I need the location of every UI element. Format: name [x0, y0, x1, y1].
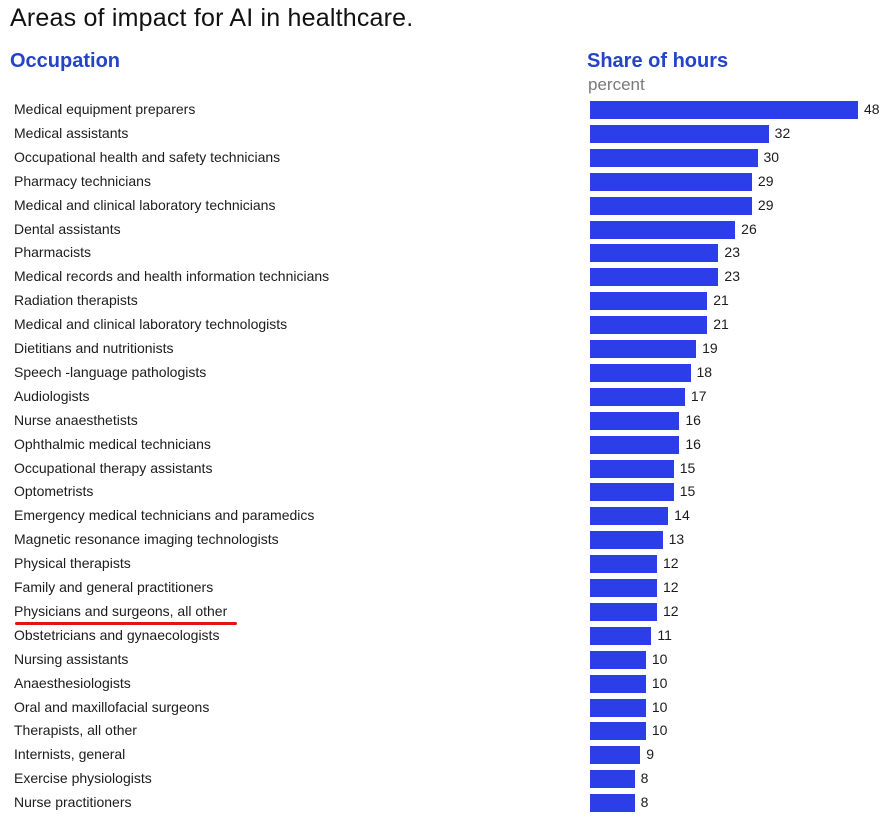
- bar: [590, 387, 685, 406]
- bar: [590, 411, 680, 430]
- unit-label: percent: [588, 75, 645, 94]
- value-label: 12: [663, 579, 679, 595]
- value-label: 17: [690, 387, 707, 404]
- value-label: 16: [685, 411, 701, 428]
- category-label: Occupational health and safety technicia…: [14, 148, 281, 165]
- category-label: Occupational therapy assistants: [14, 459, 213, 476]
- occupation-header: Occupation: [10, 50, 121, 72]
- category-label: Ophthalmic medical technicians: [14, 435, 211, 452]
- category-label: Medical equipment preparers: [14, 101, 196, 117]
- value-label: 48: [864, 101, 880, 117]
- value-label: 16: [685, 435, 701, 452]
- bar: [590, 316, 708, 335]
- category-label: Dietitians and nutritionists: [14, 340, 174, 356]
- category-label: Magnetic resonance imaging technologists: [14, 531, 279, 548]
- bar: [590, 363, 691, 382]
- value-label: 13: [668, 531, 685, 548]
- value-label: 10: [651, 698, 668, 715]
- value-label: 10: [651, 650, 668, 667]
- bar: [590, 124, 769, 143]
- category-label: Physical therapists: [14, 555, 131, 572]
- category-label: Medical records and health information t…: [14, 268, 330, 285]
- bar: [590, 459, 674, 478]
- category-label: Radiation therapists: [14, 292, 138, 309]
- category-label: Speech -language pathologists: [14, 363, 207, 380]
- value-label: 29: [757, 196, 774, 213]
- bar: [590, 172, 752, 191]
- category-label: Family and general practitioners: [14, 579, 214, 595]
- bar: [590, 698, 646, 717]
- bar: [590, 292, 708, 311]
- bar: [590, 722, 646, 741]
- bar: [590, 196, 752, 215]
- category-label: Medical and clinical laboratory technici…: [14, 196, 276, 213]
- bar: [590, 220, 736, 239]
- category-label: Optometrists: [14, 483, 94, 500]
- category-label: Nurse anaesthetists: [14, 411, 138, 428]
- bar: [590, 602, 657, 621]
- category-label: Physicians and surgeons, all other: [14, 602, 228, 619]
- category-label: Dental assistants: [14, 220, 121, 237]
- category-label: Nurse practitioners: [14, 794, 132, 811]
- bar: [590, 746, 641, 765]
- value-label: 18: [696, 363, 713, 380]
- bar: [590, 340, 697, 358]
- bar: [590, 555, 657, 574]
- value-label: 10: [651, 722, 668, 739]
- bar: [590, 483, 674, 502]
- value-label: 15: [679, 459, 696, 476]
- bar: [590, 579, 657, 597]
- value-label: 8: [640, 794, 649, 811]
- bar: [590, 507, 669, 526]
- bar: [590, 770, 635, 789]
- value-label: 26: [741, 220, 757, 237]
- value-label: 11: [657, 626, 672, 643]
- value-label: 29: [757, 172, 774, 189]
- bar: [590, 650, 646, 669]
- bar: [590, 531, 663, 550]
- highlight-underline: [15, 621, 237, 625]
- category-label: Obstetricians and gynaecologists: [14, 626, 220, 643]
- value-label: 10: [651, 674, 668, 691]
- category-label: Anaesthesiologists: [14, 674, 131, 691]
- bar: [590, 148, 758, 167]
- category-label: Nursing assistants: [14, 650, 129, 667]
- category-label: Audiologists: [14, 387, 90, 404]
- value-label: 9: [646, 746, 655, 763]
- value-label: 12: [663, 602, 679, 619]
- value-label: 23: [724, 268, 740, 285]
- category-label: Exercise physiologists: [14, 770, 152, 787]
- bar: [590, 268, 719, 287]
- category-label: Medical assistants: [14, 124, 129, 141]
- category-label: Pharmacists: [14, 244, 92, 261]
- category-label: Oral and maxillofacial surgeons: [14, 698, 210, 715]
- bar: [590, 244, 719, 263]
- share-of-hours-header: Share of hours: [587, 50, 729, 72]
- chart-title: Areas of impact for AI in healthcare.: [10, 4, 414, 32]
- category-label: Internists, general: [14, 746, 126, 763]
- bar: [590, 101, 858, 119]
- bar: [590, 674, 646, 693]
- value-label: 19: [702, 340, 718, 356]
- value-label: 23: [724, 244, 740, 261]
- value-label: 14: [674, 507, 690, 524]
- category-label: Pharmacy technicians: [14, 172, 151, 189]
- value-label: 12: [663, 555, 679, 572]
- category-label: Emergency medical technicians and parame…: [14, 507, 315, 524]
- category-label: Medical and clinical laboratory technolo…: [14, 316, 288, 333]
- bar: [590, 435, 680, 454]
- value-label: 21: [713, 292, 729, 309]
- value-label: 15: [679, 483, 696, 500]
- bar: [590, 794, 635, 813]
- value-label: 30: [763, 148, 780, 165]
- value-label: 21: [713, 316, 729, 333]
- bar: [590, 626, 652, 645]
- value-label: 32: [774, 124, 791, 141]
- value-label: 8: [640, 770, 649, 787]
- category-label: Therapists, all other: [14, 722, 137, 739]
